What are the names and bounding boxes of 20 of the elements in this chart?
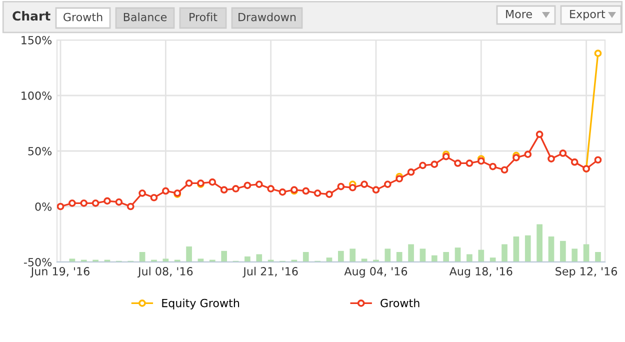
y-tick-label: 150%: [22, 36, 52, 44]
text: Drawdown: [238, 12, 296, 22]
legend-label: Equity Growth: [162, 298, 240, 310]
x-tick-label: Aug 18, '16: [449, 267, 512, 278]
x-tick-label: Jul 08, '16: [137, 266, 193, 278]
text: Profit: [190, 12, 218, 22]
y-tick-label: -50%: [24, 258, 52, 266]
y-tick-label: 100%: [22, 91, 52, 100]
legend-label: Growth: [380, 298, 420, 308]
chart-title: Chart: [12, 10, 50, 21]
text: Export: [570, 10, 606, 20]
x-tick-label: Jul 21, '16: [242, 266, 298, 278]
y-tick-label: 0%: [35, 202, 52, 211]
text: Growth: [64, 12, 102, 22]
x-tick-label: Aug 04, '16: [344, 267, 408, 278]
x-tick-label: Jun 19, '16: [30, 267, 90, 278]
x-tick-label: Sep 12, '16: [556, 267, 618, 278]
text: More: [506, 10, 532, 18]
y-tick-label: 50%: [28, 146, 52, 156]
text: Balance: [124, 12, 167, 22]
